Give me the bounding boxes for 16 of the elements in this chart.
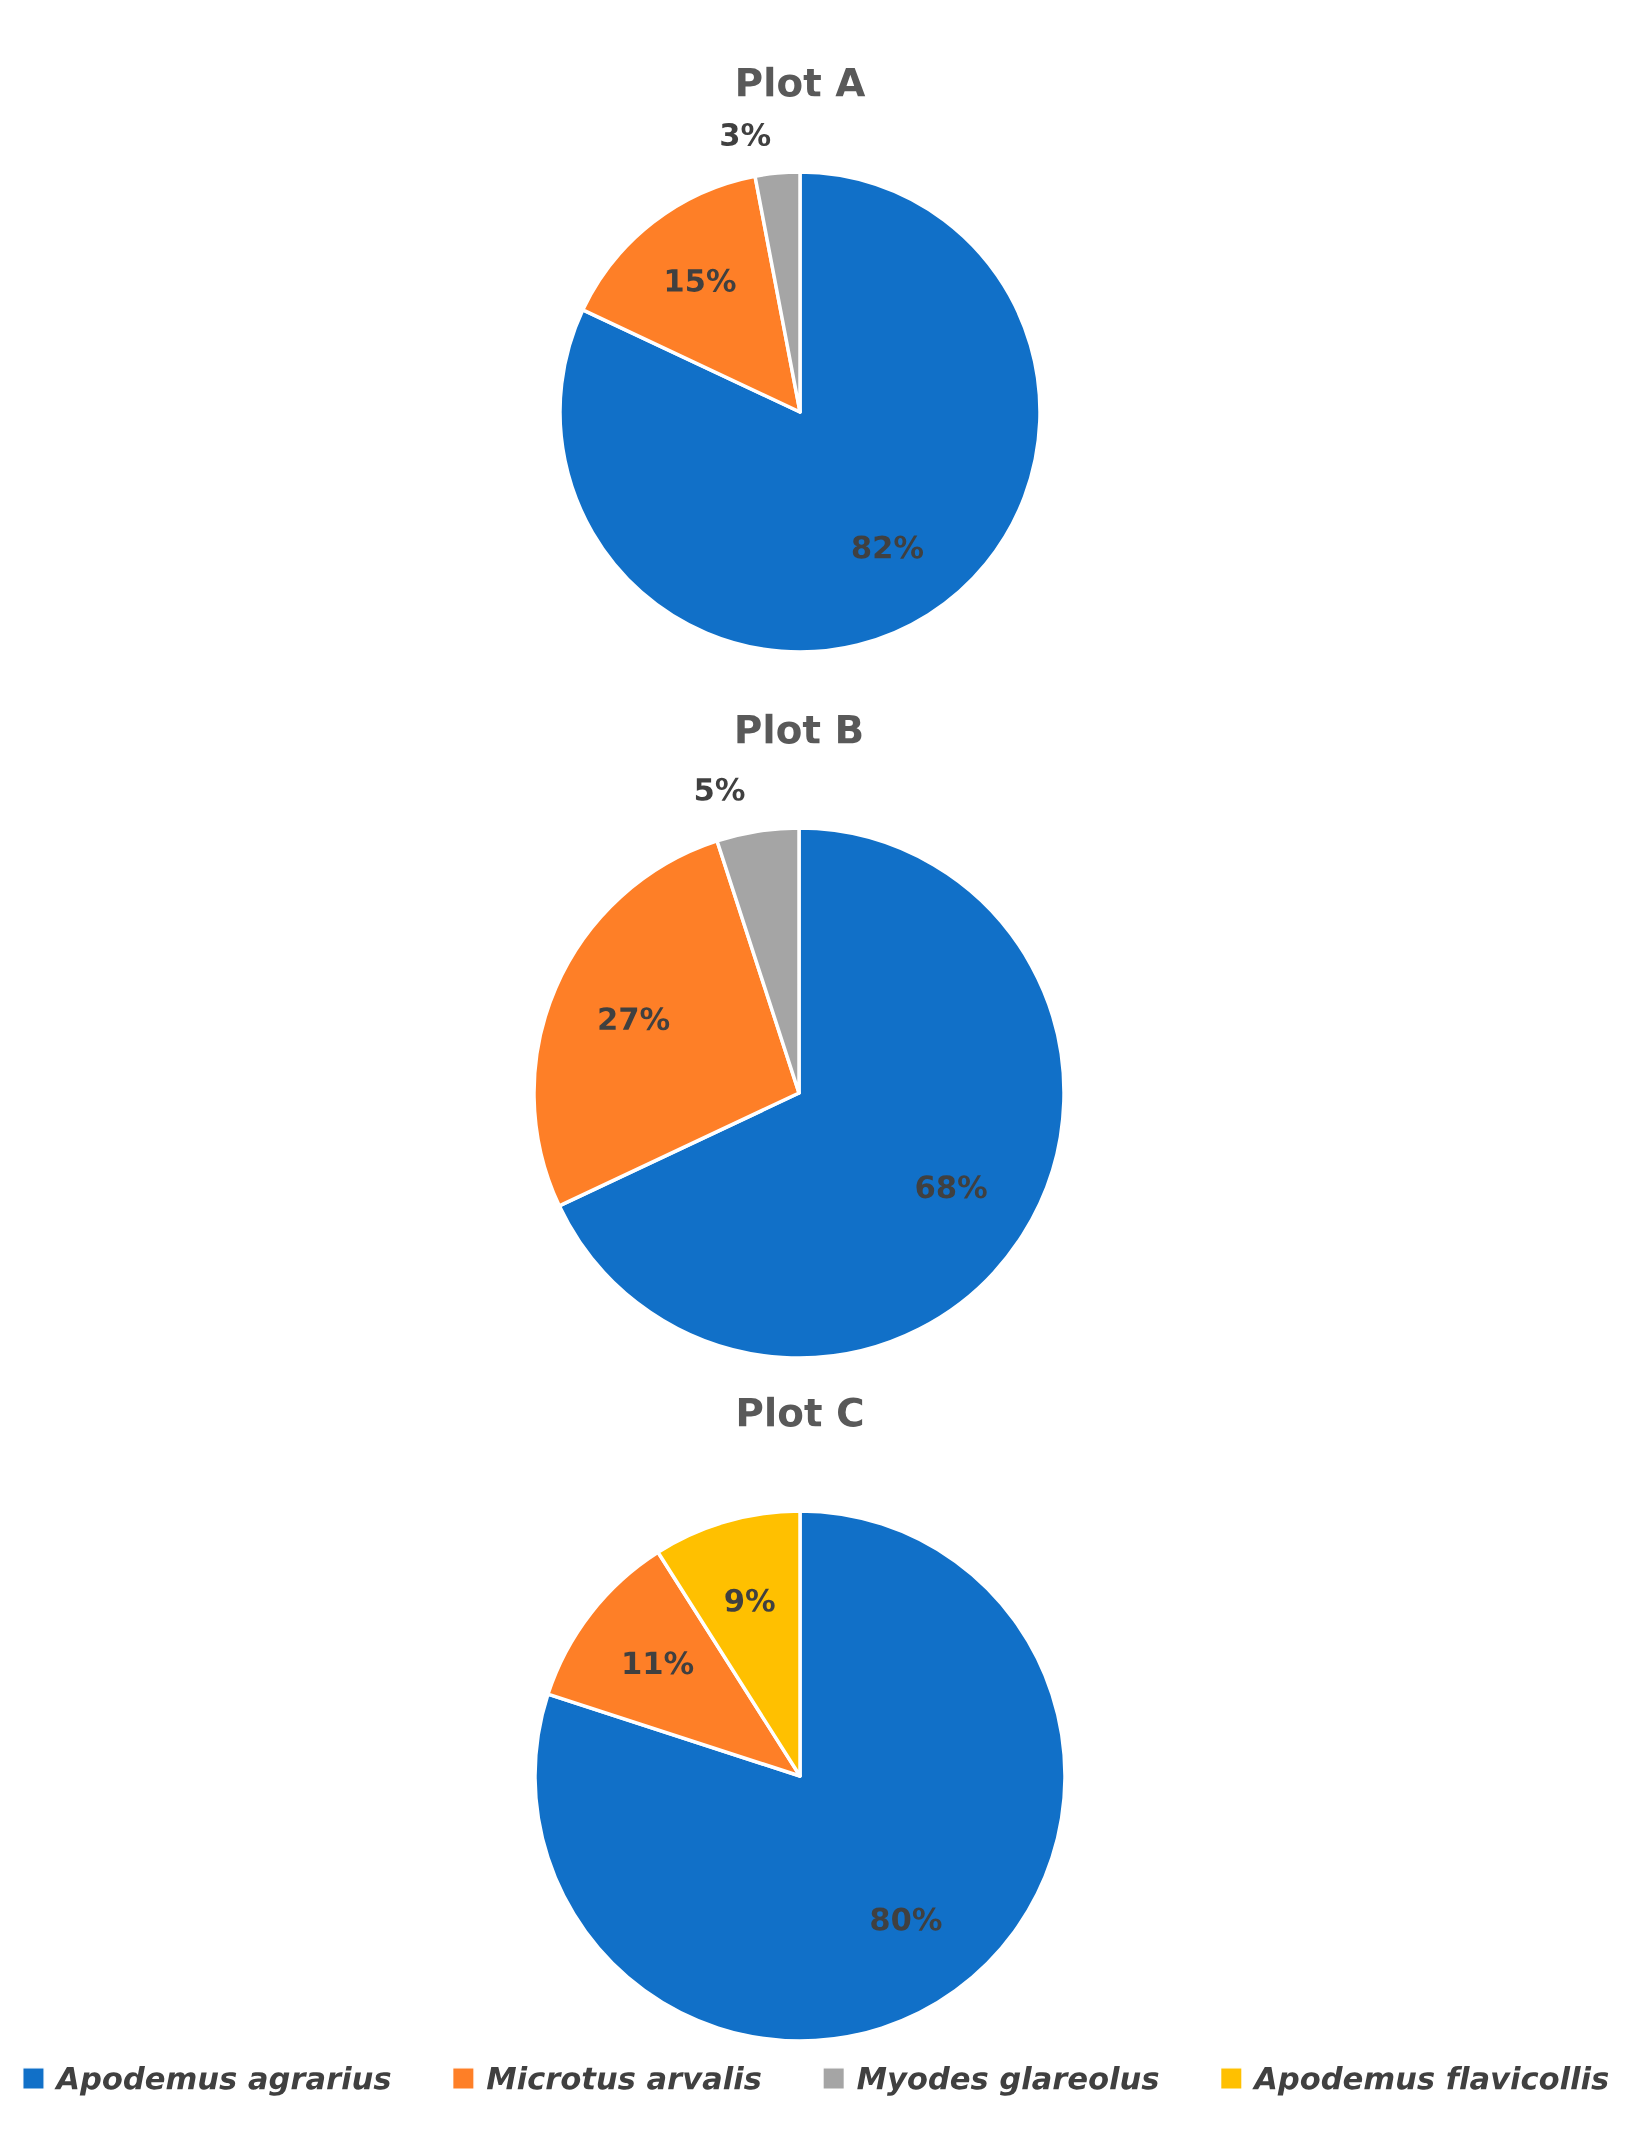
legend-label: Apodemus flavicollis [1252,2066,1609,2096]
data-label: 80% [871,1907,942,1931]
legend-label: Microtus arvalis [486,2066,761,2090]
data-label: 82% [852,535,924,559]
data-label: 15% [666,268,736,292]
data-label: 5% [695,777,745,801]
data-label: 3% [721,122,771,147]
data-label: 11% [624,1651,694,1675]
data-label: 9% [725,1588,775,1612]
data-label: 27% [599,1007,670,1031]
legend-label: Apodemus agrarius [54,2066,391,2096]
data-label: 68% [916,1175,987,1199]
chart-title: Plot A [738,66,866,97]
chart-title: Plot B [737,713,862,744]
legend-label: Myodes glareolus [857,2066,1159,2096]
chart-title: Plot C [738,1396,863,1427]
